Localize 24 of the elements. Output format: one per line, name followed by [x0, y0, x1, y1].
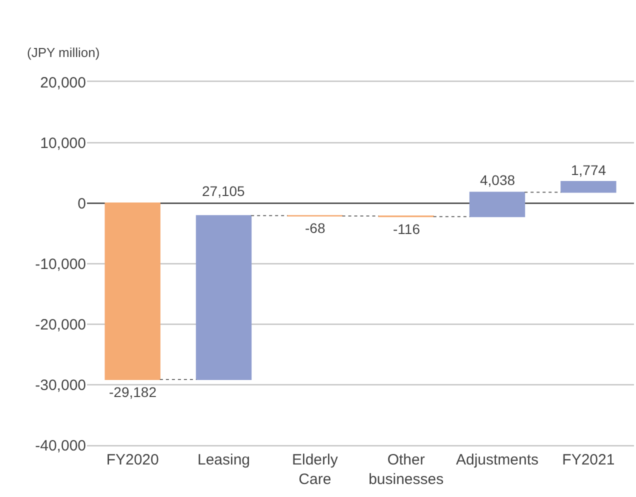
- y-tick-label: 20,000: [40, 74, 86, 92]
- x-tick-label: Adjustments: [456, 452, 539, 468]
- y-tick-label: -40,000: [35, 437, 86, 454]
- x-tick-label: FY2021: [562, 452, 615, 468]
- bar: [469, 192, 526, 218]
- x-tick-label: Other businesses: [368, 452, 444, 488]
- x-tick-label: FY2020: [106, 452, 159, 468]
- y-tick-label: -20,000: [35, 316, 86, 334]
- data-label: 4,038: [480, 172, 516, 188]
- data-label: -116: [393, 221, 420, 237]
- data-label: 1,774: [571, 162, 606, 178]
- data-label: -68: [305, 220, 326, 236]
- y-tick-label: -30,000: [35, 376, 86, 394]
- bar: [104, 202, 160, 380]
- x-tick-label: Leasing: [197, 452, 250, 468]
- data-label: -29,182: [109, 384, 157, 400]
- y-tick-label: -10,000: [35, 256, 86, 273]
- x-tick-label: Elderly Care: [292, 452, 338, 488]
- y-axis-title: (JPY million): [27, 45, 100, 60]
- bar: [560, 181, 616, 193]
- data-label: 27,105: [202, 183, 246, 199]
- bar: [196, 215, 252, 380]
- y-tick-label: 0: [78, 195, 86, 212]
- y-tick-label: 10,000: [40, 134, 86, 152]
